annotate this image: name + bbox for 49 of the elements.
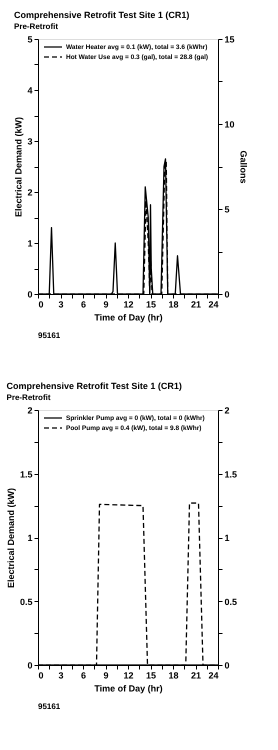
- x-tick-label: 9: [103, 300, 109, 310]
- chart-subtitle: Pre-Retrofit: [6, 393, 51, 402]
- x-tick-label: 15: [146, 300, 156, 310]
- x-axis-title: Time of Day (hr): [94, 684, 163, 694]
- y2-tick-label: 5: [224, 204, 230, 214]
- chart-subtitle: Pre-Retrofit: [14, 22, 58, 31]
- y-tick-label: 0: [27, 660, 32, 670]
- text: 95161: [38, 702, 61, 711]
- y2-tick-label: 0: [224, 660, 230, 670]
- y-axis-title: Electrical Demand (kW): [13, 116, 24, 218]
- x-tick-label: 18: [168, 300, 179, 310]
- y2-axis-title: Gallons: [238, 150, 249, 184]
- y2-tick-label: 0.5: [224, 596, 238, 607]
- y2-tick-label: 1: [224, 533, 230, 543]
- y-axis-title: Electrical Demand (kW): [6, 488, 16, 588]
- y-tick-label: 0.5: [20, 596, 32, 607]
- y2-tick-label: 1.5: [224, 469, 238, 480]
- x-tick-label: 18: [168, 670, 179, 680]
- x-tick-label: 0: [38, 670, 44, 680]
- x-tick-label: 3: [58, 670, 64, 680]
- x-tick-label: 15: [146, 670, 156, 680]
- y2-tick-label: 15: [224, 34, 235, 44]
- x-tick-label: 21: [190, 670, 202, 680]
- y-tick-label: 0: [27, 290, 32, 300]
- y2-tick-label: 0: [224, 290, 230, 300]
- x-tick-label: 0: [38, 300, 44, 310]
- x-tick-label: 12: [123, 300, 134, 310]
- x-tick-label: 21: [190, 300, 202, 310]
- y-tick-label: 1: [27, 238, 32, 248]
- text: 95161: [38, 331, 61, 340]
- y-tick-label: 2: [27, 406, 32, 416]
- x-tick-label: 24: [208, 670, 218, 680]
- x-tick-label: 3: [58, 300, 64, 310]
- x-tick-label: 12: [123, 670, 134, 680]
- x-tick-label: 9: [103, 670, 109, 680]
- chart-title: Comprehensive Retrofit Test Site 1 (CR1): [14, 10, 190, 20]
- x-tick-label: 6: [80, 670, 86, 680]
- chart-title: Comprehensive Retrofit Test Site 1 (CR1): [6, 381, 182, 391]
- x-tick-label: 6: [80, 300, 86, 310]
- x-tick-label: 24: [208, 300, 218, 310]
- x-axis-title: Time of Day (hr): [94, 312, 163, 322]
- y-tick-label: 1.5: [20, 469, 32, 480]
- y-tick-label: 1: [27, 533, 32, 543]
- y-tick-label: 4: [27, 86, 32, 96]
- y-tick-label: 2: [27, 188, 32, 198]
- y2-tick-label: 10: [224, 120, 235, 130]
- y2-tick-label: 2: [224, 406, 230, 416]
- y-tick-label: 5: [27, 34, 32, 44]
- y-tick-label: 3: [27, 136, 32, 146]
